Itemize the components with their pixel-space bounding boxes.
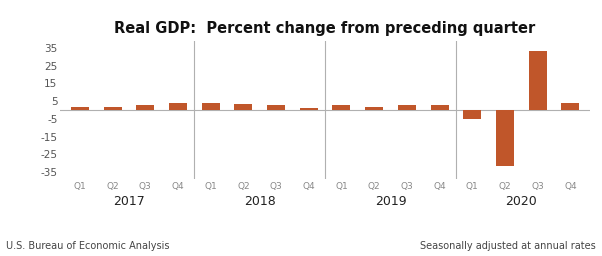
Bar bbox=[104, 108, 122, 110]
Bar bbox=[202, 103, 220, 110]
Text: U.S. Bureau of Economic Analysis: U.S. Bureau of Economic Analysis bbox=[6, 241, 170, 251]
Bar bbox=[71, 106, 89, 110]
Bar bbox=[365, 106, 383, 110]
Bar bbox=[267, 105, 285, 110]
Text: 2017: 2017 bbox=[113, 195, 144, 208]
Bar bbox=[300, 108, 318, 110]
Bar bbox=[398, 105, 416, 110]
Text: Seasonally adjusted at annual rates: Seasonally adjusted at annual rates bbox=[420, 241, 596, 251]
Bar bbox=[496, 110, 514, 166]
Bar bbox=[332, 105, 350, 110]
Bar bbox=[561, 103, 579, 110]
Bar bbox=[529, 51, 547, 110]
Bar bbox=[136, 105, 154, 110]
Bar bbox=[464, 110, 481, 119]
Bar bbox=[169, 103, 187, 110]
Text: 2020: 2020 bbox=[506, 195, 537, 208]
Text: 2018: 2018 bbox=[244, 195, 276, 208]
Title: Real GDP:  Percent change from preceding quarter: Real GDP: Percent change from preceding … bbox=[114, 21, 536, 36]
Bar bbox=[234, 104, 252, 110]
Bar bbox=[430, 105, 448, 110]
Text: 2019: 2019 bbox=[374, 195, 406, 208]
